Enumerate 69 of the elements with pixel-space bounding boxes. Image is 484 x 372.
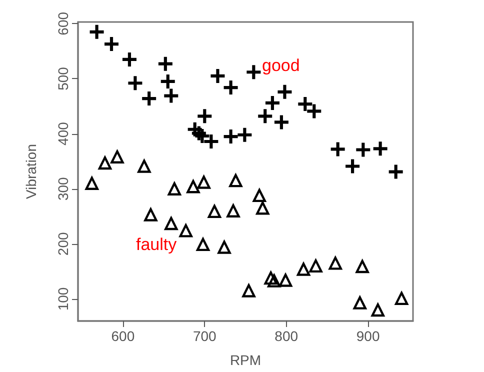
point <box>98 156 112 170</box>
point <box>278 274 292 287</box>
point <box>179 224 192 238</box>
point <box>264 271 278 285</box>
x-tick-label: 700 <box>192 328 217 344</box>
point <box>160 74 175 88</box>
point <box>208 204 222 218</box>
y-tick-label: 300 <box>55 176 71 201</box>
point <box>330 142 345 156</box>
point <box>168 182 182 196</box>
point <box>229 174 242 188</box>
x-axis-title: RPM <box>230 352 262 368</box>
point <box>158 56 172 71</box>
point <box>196 238 210 252</box>
point <box>356 260 369 274</box>
point <box>142 92 156 106</box>
point <box>104 37 118 52</box>
y-tick-label: 100 <box>55 287 71 311</box>
point <box>252 188 266 202</box>
point <box>328 256 342 270</box>
point <box>353 296 366 310</box>
x-tick-label: 900 <box>356 328 380 344</box>
point <box>85 176 98 190</box>
point <box>186 180 200 194</box>
point <box>210 68 225 83</box>
point <box>198 109 212 124</box>
annotation: good <box>262 56 300 75</box>
point <box>274 115 288 130</box>
point <box>218 240 231 254</box>
point <box>224 130 238 144</box>
point <box>278 84 292 99</box>
point <box>309 259 322 273</box>
annotation: faulty <box>136 235 178 254</box>
point <box>246 65 261 80</box>
point <box>226 204 240 218</box>
point <box>197 176 210 189</box>
point <box>195 128 210 143</box>
point <box>242 284 256 298</box>
point <box>346 159 360 174</box>
point <box>138 160 151 173</box>
point <box>110 150 124 164</box>
point <box>122 52 136 66</box>
point <box>307 104 322 118</box>
point <box>164 88 178 103</box>
point <box>394 292 408 306</box>
x-tick-label: 600 <box>111 328 135 344</box>
point <box>256 202 270 215</box>
y-tick-label: 600 <box>55 12 71 36</box>
point <box>164 216 178 230</box>
y-tick-label: 400 <box>55 122 71 146</box>
x-tick-label: 800 <box>274 328 298 344</box>
y-tick-label: 200 <box>55 232 71 256</box>
y-tick-label: 500 <box>55 66 71 90</box>
point <box>388 164 403 179</box>
point <box>204 134 218 148</box>
point <box>238 128 252 142</box>
y-axis-title: Vibration <box>23 144 39 200</box>
point <box>371 303 384 317</box>
point <box>373 142 388 156</box>
point <box>90 24 104 39</box>
point <box>224 80 238 95</box>
point <box>356 142 370 157</box>
point <box>128 76 142 90</box>
point <box>265 96 280 110</box>
point <box>258 109 272 124</box>
point <box>144 208 158 222</box>
point <box>296 262 310 276</box>
point <box>298 97 312 112</box>
point <box>268 274 281 288</box>
